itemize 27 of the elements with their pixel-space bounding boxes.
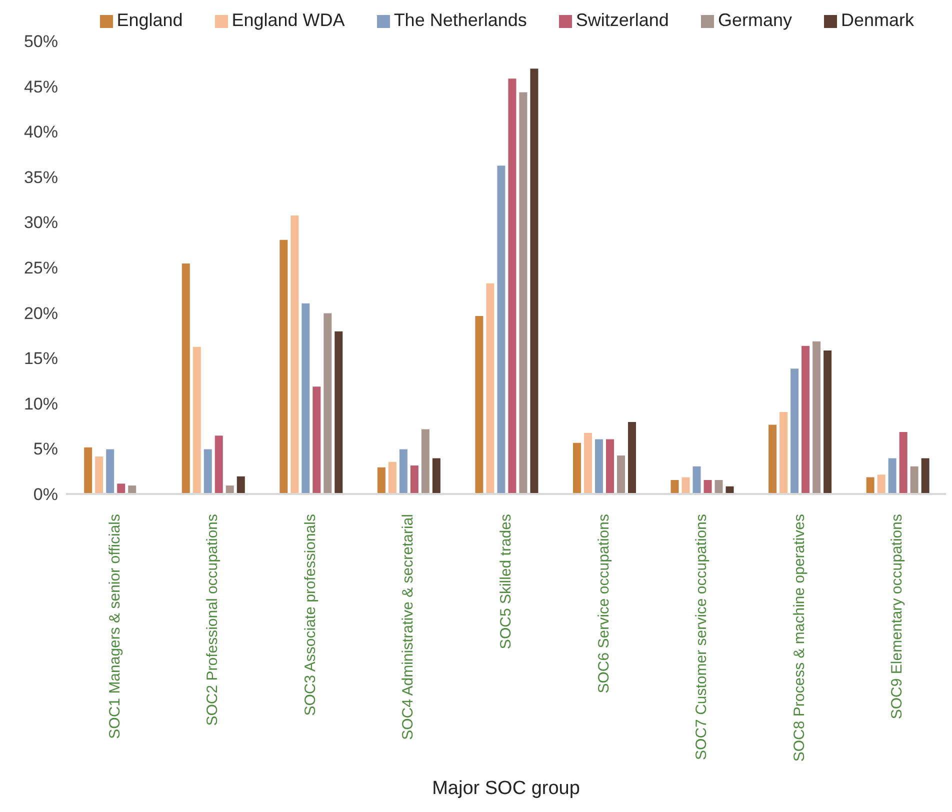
y-tick-label: 25% xyxy=(24,258,58,278)
legend-label: Denmark xyxy=(840,10,914,30)
legend-label: England xyxy=(116,10,183,30)
y-tick-label: 30% xyxy=(24,213,58,232)
x-tick-label: SOC7 Customer service occupations xyxy=(693,514,710,760)
x-tick-label: SOC3 Associate professionals xyxy=(302,514,319,716)
y-tick-label: 10% xyxy=(24,394,58,414)
legend-label: England WDA xyxy=(232,10,345,30)
x-tick-label: SOC9 Elementary occupations xyxy=(888,514,906,720)
legend-label: Germany xyxy=(718,10,792,30)
x-tick-label: SOC1 Managers & senior officials xyxy=(106,514,124,739)
y-tick-label: 40% xyxy=(24,122,58,142)
y-tick-label: 15% xyxy=(24,349,58,368)
x-tick-label: SOC6 Service occupations xyxy=(595,514,612,694)
x-axis-title: Major SOC group xyxy=(432,778,580,799)
y-tick-label: 45% xyxy=(24,77,58,96)
y-tick-label: 5% xyxy=(33,440,58,459)
x-tick-label: SOC8 Process & machine operatives xyxy=(790,514,808,762)
legend-label: The Netherlands xyxy=(394,10,527,30)
x-tick-label: SOC4 Administrative & secretarial xyxy=(400,514,417,740)
x-tick-label: SOC5 Skilled trades xyxy=(498,514,514,650)
legend-label: Switzerland xyxy=(576,10,669,30)
x-tick-label: SOC2 Professional occupations xyxy=(204,514,222,726)
y-tick-label: 35% xyxy=(24,168,58,187)
y-tick-label: 0% xyxy=(33,485,58,504)
y-tick-label: 20% xyxy=(24,304,58,323)
y-tick-label: 50% xyxy=(24,32,58,52)
